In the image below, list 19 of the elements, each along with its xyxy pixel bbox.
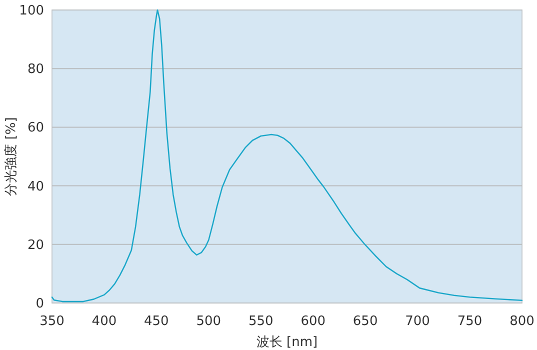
x-tick-label: 800 <box>510 314 534 329</box>
x-tick-label: 550 <box>248 314 274 329</box>
x-tick-label: 700 <box>405 314 430 329</box>
x-tick-label: 600 <box>300 314 326 329</box>
x-tick-label: 500 <box>196 314 222 329</box>
x-tick-label: 450 <box>144 314 169 329</box>
x-tick-label: 650 <box>352 314 378 329</box>
y-tick-label: 80 <box>27 62 44 78</box>
y-tick-label: 40 <box>27 179 44 194</box>
x-tick-label: 350 <box>40 314 64 329</box>
x-tick-label: 400 <box>92 314 117 329</box>
x-axis-title: 波长 [nm] <box>256 335 318 350</box>
y-tick-label: 100 <box>19 4 44 18</box>
y-tick-label: 60 <box>27 120 44 136</box>
line-series <box>51 9 523 302</box>
y-axis-title: 分光強度 [%] <box>3 117 19 196</box>
y-tick-label: 0 <box>36 296 44 312</box>
x-tick-label: 750 <box>457 314 482 329</box>
y-tick-label: 20 <box>27 238 44 253</box>
